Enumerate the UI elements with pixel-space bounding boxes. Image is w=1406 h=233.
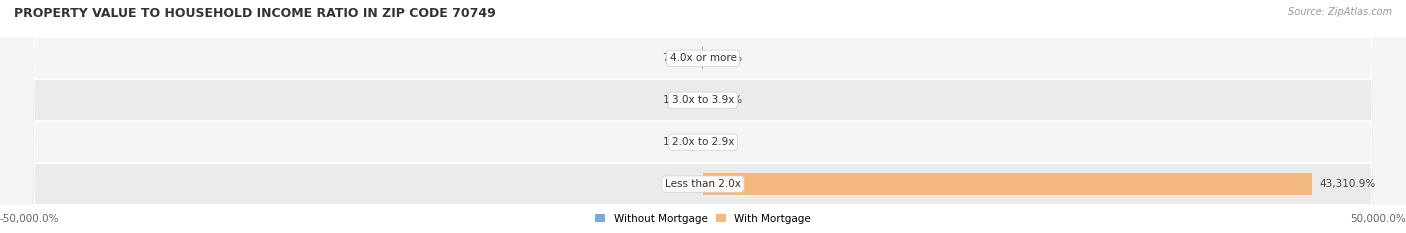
Text: 15.2%: 15.2% (710, 53, 744, 63)
Text: 4.0x or more: 4.0x or more (669, 53, 737, 63)
Text: 16.5%: 16.5% (710, 95, 744, 105)
Text: Less than 2.0x: Less than 2.0x (665, 179, 741, 189)
Text: 70.1%: 70.1% (662, 53, 695, 63)
Text: Source: ZipAtlas.com: Source: ZipAtlas.com (1288, 7, 1392, 17)
Bar (703, 173, 1312, 195)
Text: 3.0x to 3.9x: 3.0x to 3.9x (672, 95, 734, 105)
Text: 50,000.0%: 50,000.0% (1350, 214, 1406, 224)
Legend: Without Mortgage, With Mortgage: Without Mortgage, With Mortgage (591, 209, 815, 228)
Text: -50,000.0%: -50,000.0% (0, 214, 59, 224)
Text: 16.3%: 16.3% (662, 137, 696, 147)
Text: 13.6%: 13.6% (662, 95, 696, 105)
Text: 43,310.9%: 43,310.9% (1319, 179, 1375, 189)
Text: PROPERTY VALUE TO HOUSEHOLD INCOME RATIO IN ZIP CODE 70749: PROPERTY VALUE TO HOUSEHOLD INCOME RATIO… (14, 7, 496, 20)
Text: 2.0x to 2.9x: 2.0x to 2.9x (672, 137, 734, 147)
Text: 0%: 0% (679, 179, 696, 189)
Text: 17%: 17% (710, 137, 734, 147)
